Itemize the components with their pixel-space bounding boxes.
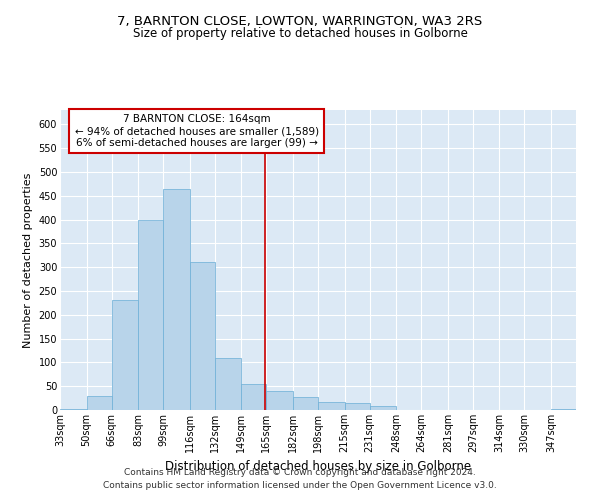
Bar xyxy=(293,397,318,410)
Text: 7, BARNTON CLOSE, LOWTON, WARRINGTON, WA3 2RS: 7, BARNTON CLOSE, LOWTON, WARRINGTON, WA… xyxy=(118,15,482,28)
Text: 7 BARNTON CLOSE: 164sqm
← 94% of detached houses are smaller (1,589)
6% of semi-: 7 BARNTON CLOSE: 164sqm ← 94% of detache… xyxy=(74,114,319,148)
Bar xyxy=(163,188,190,410)
Bar xyxy=(370,406,396,410)
Text: Contains public sector information licensed under the Open Government Licence v3: Contains public sector information licen… xyxy=(103,482,497,490)
Bar xyxy=(60,409,86,410)
Bar xyxy=(215,358,241,410)
Bar xyxy=(138,220,163,410)
Bar xyxy=(86,396,112,410)
Text: Contains HM Land Registry data © Crown copyright and database right 2024.: Contains HM Land Registry data © Crown c… xyxy=(124,468,476,477)
Bar xyxy=(318,402,344,410)
Bar xyxy=(190,262,215,410)
Y-axis label: Number of detached properties: Number of detached properties xyxy=(23,172,33,348)
Text: Size of property relative to detached houses in Golborne: Size of property relative to detached ho… xyxy=(133,28,467,40)
Bar xyxy=(344,404,370,410)
Bar xyxy=(112,300,138,410)
X-axis label: Distribution of detached houses by size in Golborne: Distribution of detached houses by size … xyxy=(165,460,471,473)
Bar xyxy=(241,384,266,410)
Bar xyxy=(266,391,293,410)
Bar xyxy=(551,409,576,410)
